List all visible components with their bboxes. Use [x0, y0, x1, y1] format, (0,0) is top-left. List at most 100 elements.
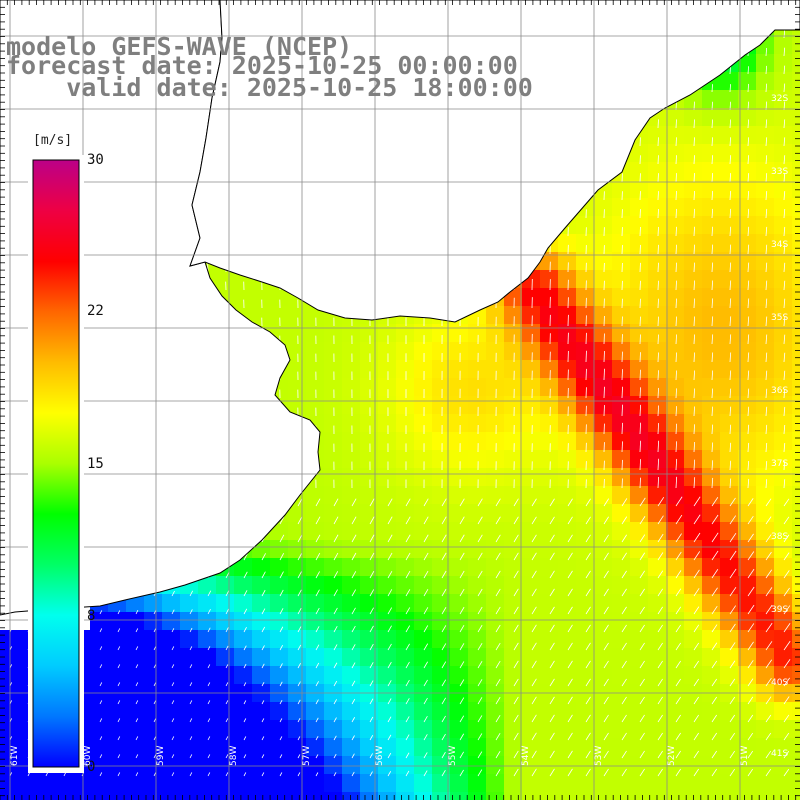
wind-cell [612, 612, 630, 630]
wind-cell [324, 720, 342, 738]
wind-cell [378, 360, 396, 378]
wind-cell [522, 306, 540, 324]
wind-cell [468, 522, 486, 540]
wind-arrow [747, 460, 750, 471]
wind-arrow [693, 244, 695, 255]
wind-cell [774, 792, 792, 800]
wind-arrow [441, 679, 447, 687]
wind-arrow [783, 29, 786, 39]
wind-cell [648, 720, 666, 738]
wind-cell [288, 306, 306, 324]
wind-cell [558, 774, 576, 792]
wind-arrow [729, 352, 732, 363]
wind-cell [252, 558, 270, 576]
wind-arrow [657, 370, 659, 381]
wind-cell [108, 666, 126, 684]
wind-arrow [729, 208, 732, 219]
wind-cell [324, 594, 342, 612]
wind-arrow [747, 208, 750, 219]
wind-cell [522, 522, 540, 540]
wind-arrow [657, 588, 664, 597]
wind-cell [648, 594, 666, 612]
wind-cell [594, 792, 612, 800]
wind-cell [666, 126, 684, 144]
wind-cell [432, 648, 450, 666]
wind-cell [594, 306, 612, 324]
wind-arrow [783, 280, 786, 291]
wind-cell [270, 792, 288, 800]
wind-arrow [711, 550, 719, 561]
wind-cell [612, 450, 630, 468]
wind-cell [792, 774, 800, 792]
wind-cell [702, 234, 720, 252]
wind-arrow [567, 552, 573, 561]
wind-arrow [405, 625, 411, 633]
wind-cell [522, 414, 540, 432]
wind-cell [756, 342, 774, 360]
wind-cell [756, 486, 774, 504]
wind-cell [252, 792, 270, 800]
wind-arrow [711, 84, 713, 93]
wind-arrow [729, 460, 732, 471]
wind-cell [360, 432, 378, 450]
wind-arrow [171, 628, 175, 633]
wind-cell [486, 648, 504, 666]
wind-arrow [513, 624, 519, 633]
wind-arrow [765, 352, 768, 363]
wind-cell [288, 342, 306, 360]
wind-cell [774, 216, 792, 234]
wind-arrow [135, 664, 139, 669]
wind-cell [792, 558, 800, 576]
wind-cell [342, 558, 360, 576]
wind-arrow [423, 643, 429, 651]
wind-cell [720, 180, 738, 198]
wind-arrow [783, 173, 786, 183]
wind-arrow [297, 644, 302, 651]
wind-cell [576, 648, 594, 666]
wind-cell [450, 360, 468, 378]
wind-arrow [405, 643, 410, 651]
wind-arrow [603, 714, 609, 723]
wind-cell [252, 576, 270, 594]
wind-arrow [729, 678, 736, 687]
wind-cell [270, 702, 288, 720]
wind-arrow [693, 352, 696, 363]
wind-arrow [639, 768, 645, 777]
wind-arrow [549, 750, 555, 759]
wind-cell [756, 792, 774, 800]
wind-arrow [135, 700, 139, 705]
wind-cell [540, 342, 558, 360]
wind-cell [54, 774, 72, 792]
wind-cell [702, 504, 720, 522]
wind-cell [486, 702, 504, 720]
wind-cell [90, 738, 108, 756]
wind-cell [180, 756, 198, 774]
wind-arrow [117, 736, 121, 741]
wind-cell [576, 504, 594, 522]
wind-cell [720, 342, 738, 360]
wind-cell [738, 234, 756, 252]
wind-cell [594, 216, 612, 234]
wind-arrow [531, 534, 537, 543]
wind-arrow [405, 607, 411, 615]
wind-cell [612, 414, 630, 432]
wind-cell [666, 432, 684, 450]
wind-arrow [783, 552, 790, 561]
wind-cell [126, 648, 144, 666]
wind-cell [234, 756, 252, 774]
wind-cell [522, 648, 540, 666]
wind-arrow [783, 47, 786, 57]
wind-cell [468, 738, 486, 756]
wind-arrow [333, 607, 338, 615]
wind-cell [450, 612, 468, 630]
wind-cell [666, 414, 684, 432]
wind-arrow [747, 388, 750, 399]
wind-cell [666, 378, 684, 396]
wind-cell [666, 324, 684, 342]
wind-arrow [729, 137, 732, 147]
wind-cell [594, 630, 612, 648]
wind-cell [144, 612, 162, 630]
wind-arrow [189, 646, 193, 651]
wind-cell [216, 792, 234, 800]
wind-cell [306, 324, 324, 342]
